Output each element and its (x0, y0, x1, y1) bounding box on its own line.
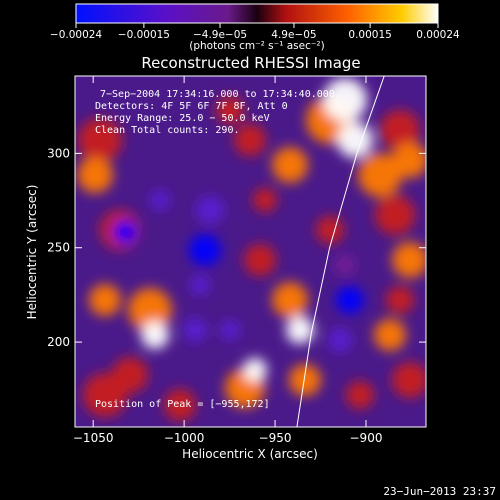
colorbar-tick-label: −4.9e−05 (193, 29, 247, 41)
x-axis-ticks: −1050 −1000 −950 −900 (73, 76, 383, 445)
annotation-peak-position: Position of Peak = [−955,172] (95, 399, 270, 410)
x-axis-label: Heliocentric X (arcsec) (182, 447, 318, 461)
y-tick-label: 200 (47, 335, 70, 349)
y-tick-label: 300 (47, 146, 70, 160)
colorbar-tick-label: 0.00024 (416, 29, 460, 41)
colorbar-tick-label: −0.00015 (118, 29, 170, 41)
x-tick-label: −950 (259, 431, 292, 445)
colorbar: −0.00024 −0.00015 −4.9e−05 4.9e−05 0.00015 0.… (50, 3, 460, 52)
colorbar-tick-label: 0.00015 (348, 29, 391, 41)
x-tick-label: −1050 (73, 431, 114, 445)
annotation-time-range: 7−Sep−2004 17:34:16.000 to 17:34:40.000 (100, 89, 335, 100)
heatmap-blobs (77, 78, 426, 421)
colorbar-tick-label: −0.00024 (50, 29, 103, 41)
colorbar-unit-label: (photons cm⁻² s⁻¹ asec⁻²) (189, 40, 324, 52)
x-tick-label: −1000 (164, 431, 205, 445)
heatmap-area (75, 76, 426, 427)
x-tick-label: −900 (350, 431, 383, 445)
y-axis-ticks: 200 250 300 (47, 146, 426, 349)
colorbar-ticks: −0.00024 −0.00015 −4.9e−05 4.9e−05 0.00015 0.… (50, 23, 460, 41)
chart-title: Reconstructed RHESSI Image (141, 54, 360, 72)
footer-timestamp: 23−Jun−2013 23:37 (383, 485, 496, 498)
colorbar-tick-label: 4.9e−05 (271, 29, 316, 41)
y-axis-label: Heliocentric Y (arcsec) (25, 185, 39, 320)
annotation-clean-counts: Clean Total counts: 290. (95, 125, 240, 136)
y-tick-label: 250 (47, 241, 70, 255)
solar-limb (296, 76, 385, 427)
colorbar-gradient (75, 3, 439, 24)
plot-frame (74, 75, 427, 428)
annotation-energy-range: Energy Range: 25.0 − 50.0 keV (95, 113, 270, 124)
annotation-detectors: Detectors: 4F 5F 6F 7F 8F, Att 0 (95, 101, 288, 112)
annotations: 7−Sep−2004 17:34:16.000 to 17:34:40.000 … (95, 89, 335, 410)
